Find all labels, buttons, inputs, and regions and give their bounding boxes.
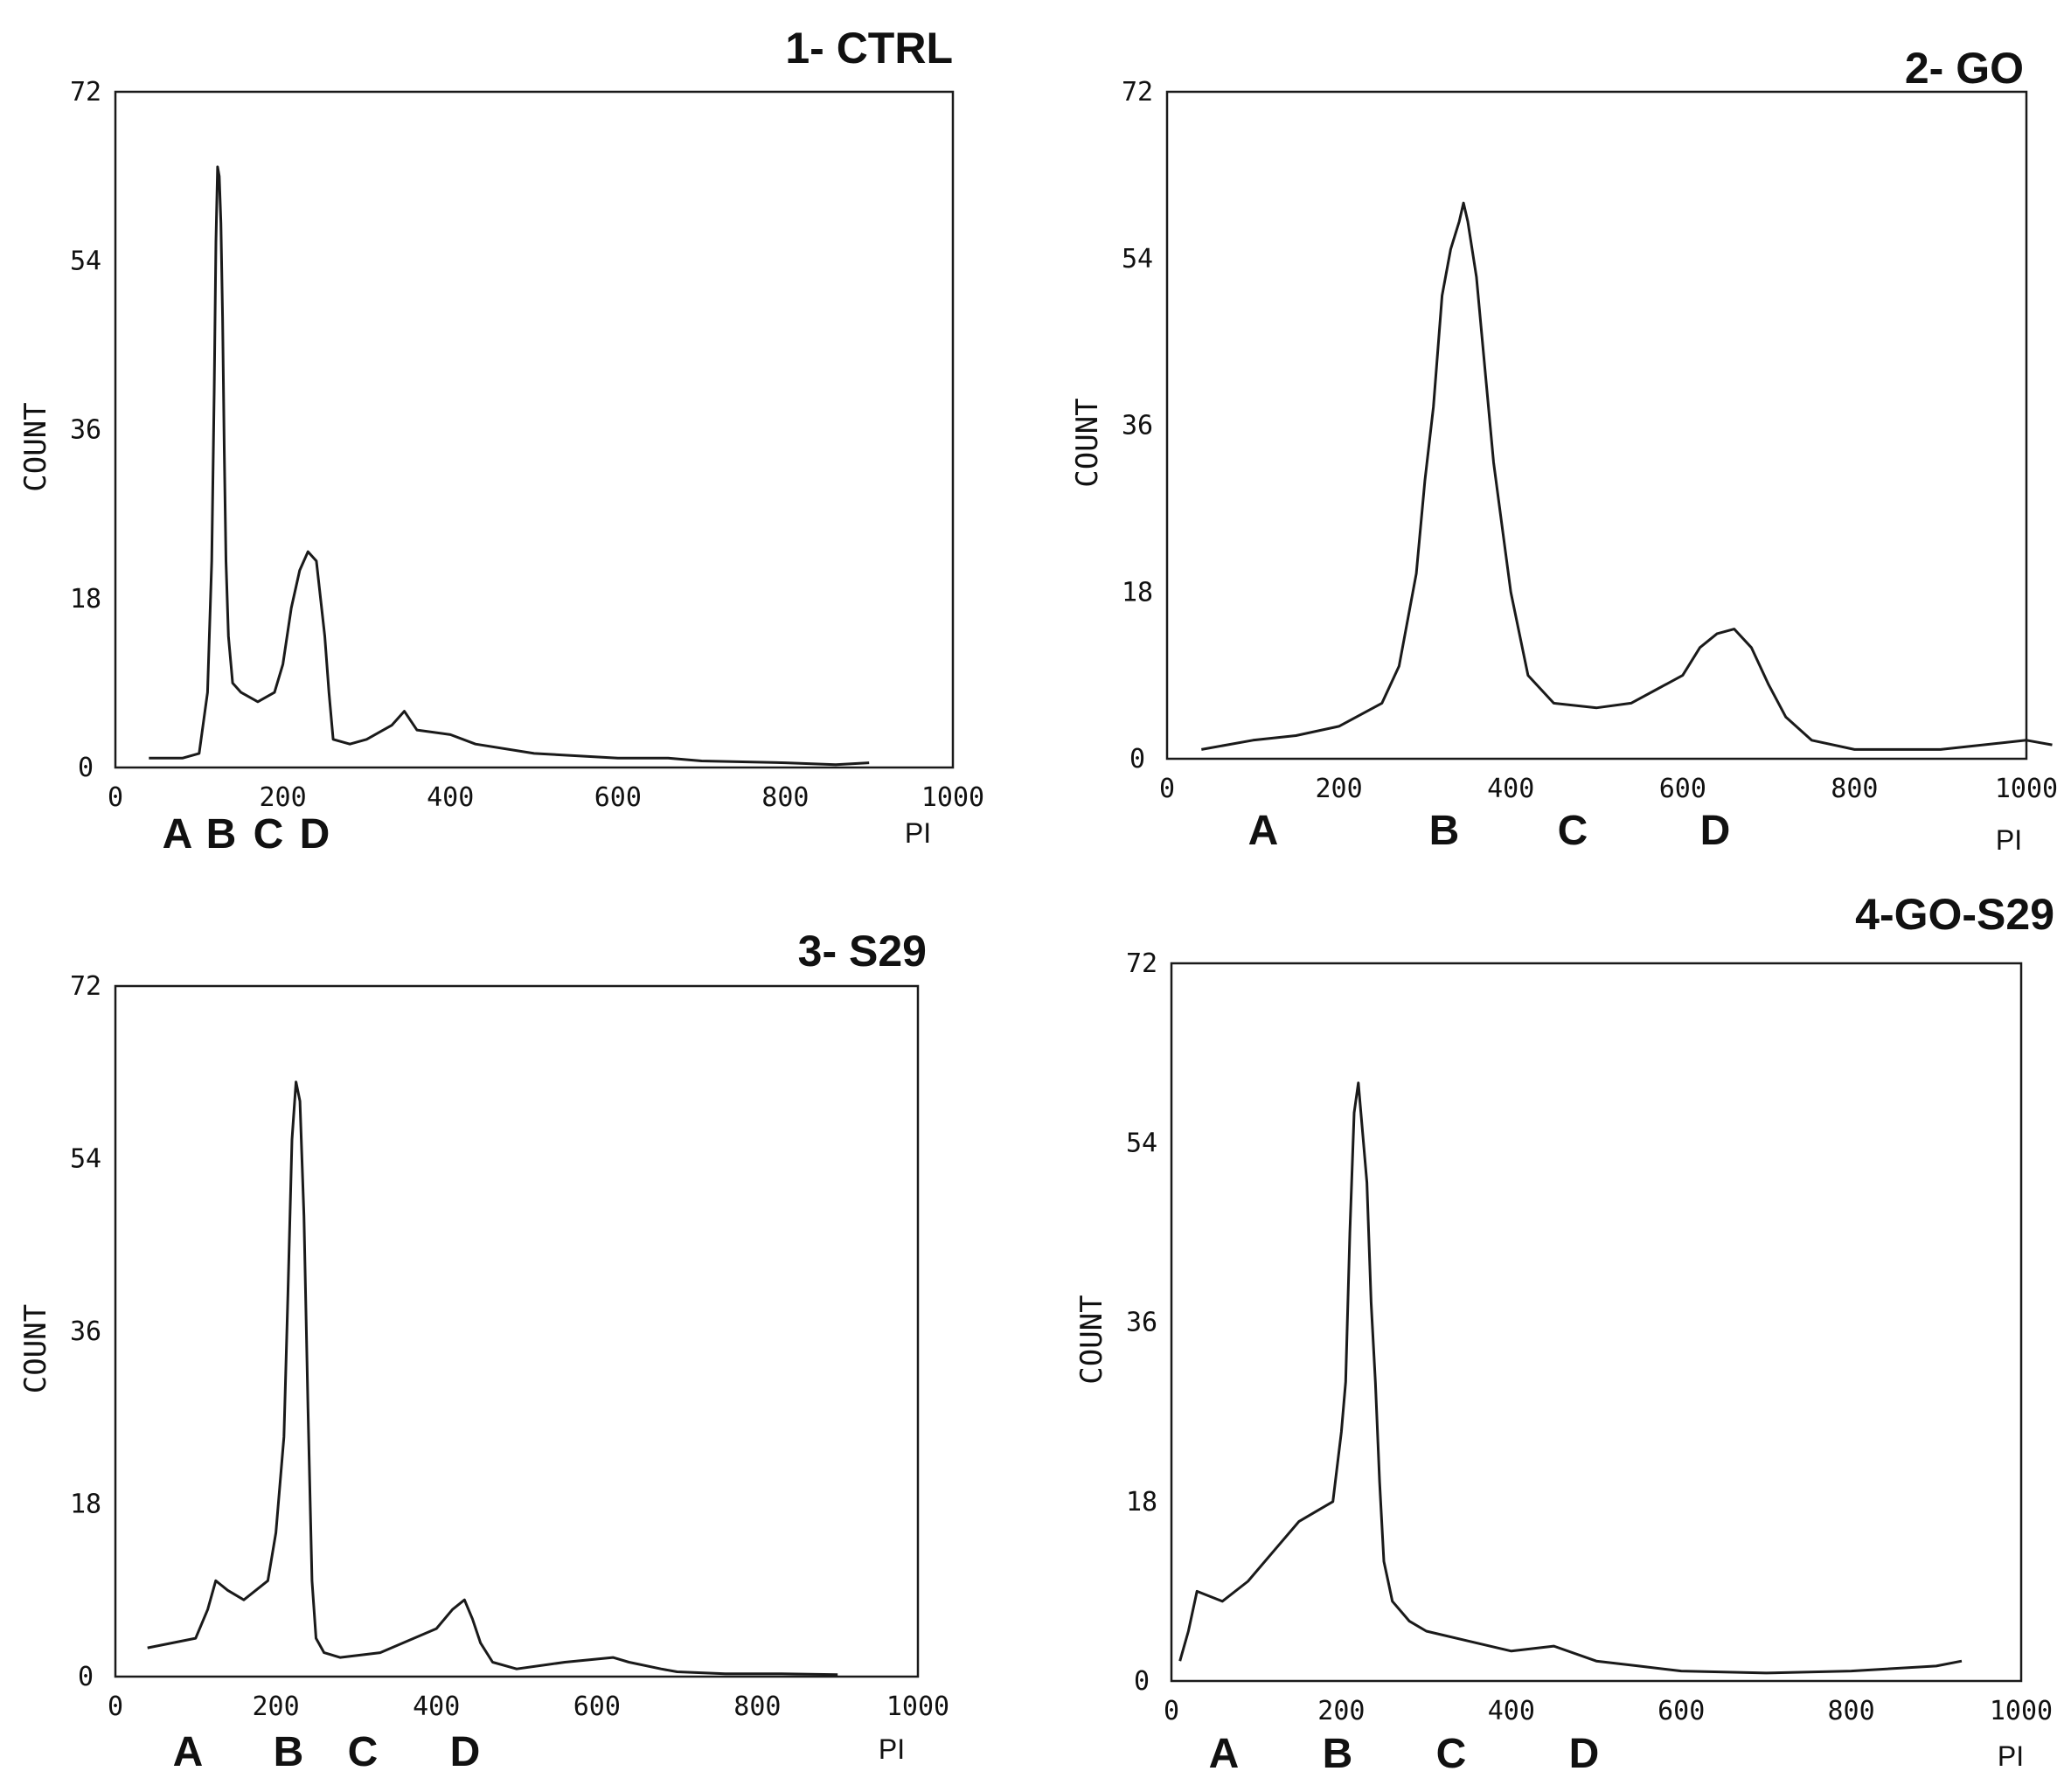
x-axis-label: PI (1998, 1740, 2024, 1772)
y-tick-label: 54 (1126, 1128, 1157, 1158)
x-tick-label: 1000 (1990, 1696, 2053, 1726)
x-tick-label: 200 (253, 1691, 300, 1722)
region-label-c: C (348, 1729, 379, 1775)
x-tick-label: 800 (733, 1691, 781, 1722)
region-label-c: C (1436, 1731, 1467, 1777)
y-tick-label: 72 (1126, 948, 1157, 979)
y-tick-label: 0 (1134, 1666, 1150, 1697)
histogram-trace (1178, 1081, 1963, 1675)
x-tick-label: 400 (1487, 774, 1534, 804)
panel-title: 1- CTRL (785, 24, 953, 73)
region-label-d: D (300, 811, 330, 858)
x-axis-label: PI (879, 1733, 905, 1765)
region-label-c: C (1558, 808, 1588, 854)
y-tick-label: 72 (70, 971, 101, 1002)
y-tick-label: 0 (78, 1662, 94, 1692)
region-label-a: A (173, 1729, 204, 1775)
x-tick-label: 1000 (1995, 774, 2058, 804)
y-axis-label: COUNT (1070, 398, 1105, 487)
region-label-b: B (274, 1729, 304, 1775)
region-label-c: C (254, 811, 284, 858)
region-label-b: B (206, 811, 237, 858)
histogram-panel-4: 4-GO-S29 0 18 36 54 72 0 200 400 600 800 1000 COUNT P… (1074, 890, 2054, 1777)
y-tick-label: 54 (1122, 244, 1153, 274)
plot-frame (1165, 90, 2028, 761)
histogram-trace (1201, 201, 2053, 751)
y-tick-label: 54 (70, 1144, 101, 1175)
histogram-panel-3: 3- S29 0 18 36 54 72 0 200 400 600 800 1000 COUNT PI A… (18, 927, 949, 1775)
x-tick-label: 600 (573, 1691, 621, 1722)
y-tick-label: 0 (1129, 744, 1145, 774)
x-tick-label: 800 (761, 782, 809, 813)
histogram-trace (149, 165, 870, 767)
region-label-a: A (163, 811, 193, 858)
x-tick-label: 400 (427, 782, 474, 813)
y-tick-label: 36 (70, 415, 101, 446)
region-label-a: A (1248, 808, 1279, 854)
x-tick-label: 400 (413, 1691, 460, 1722)
x-tick-label: 200 (1317, 1696, 1365, 1726)
x-tick-label: 1000 (886, 1691, 949, 1722)
panel-title: 4-GO-S29 (1855, 890, 2054, 939)
region-label-b: B (1429, 808, 1460, 854)
x-axis-label: PI (1996, 824, 2022, 856)
y-tick-label: 72 (1122, 77, 1153, 108)
histogram-panel-1: 1- CTRL 0 18 36 54 72 0 200 400 600 800 1000 COUNT PI… (18, 24, 984, 858)
x-tick-label: 200 (260, 782, 307, 813)
y-tick-label: 36 (1122, 411, 1153, 441)
x-tick-label: 600 (594, 782, 642, 813)
histogram-panel-2: 2- GO 0 18 36 54 72 0 200 400 600 800 1000 COUNT PI A B… (1070, 44, 2058, 856)
y-tick-label: 18 (70, 1490, 101, 1520)
y-tick-label: 18 (70, 584, 101, 615)
x-tick-label: 600 (1659, 774, 1706, 804)
y-tick-label: 18 (1126, 1487, 1157, 1518)
x-tick-label: 800 (1828, 1696, 1875, 1726)
plot-frame (114, 90, 955, 769)
x-tick-label: 200 (1316, 774, 1363, 804)
y-axis-label: COUNT (18, 1304, 53, 1393)
x-tick-label: 1000 (921, 782, 984, 813)
x-tick-label: 400 (1488, 1696, 1535, 1726)
region-label-d: D (450, 1729, 481, 1775)
y-tick-label: 54 (70, 246, 101, 276)
panel-title: 3- S29 (798, 927, 927, 976)
y-axis-label: COUNT (18, 402, 53, 491)
x-tick-label: 800 (1831, 774, 1878, 804)
y-axis-label: COUNT (1074, 1295, 1109, 1384)
y-tick-label: 36 (70, 1316, 101, 1347)
x-tick-label: 0 (108, 782, 123, 813)
x-tick-label: 0 (1164, 1696, 1179, 1726)
x-tick-label: 0 (108, 1691, 123, 1722)
region-label-d: D (1700, 808, 1731, 854)
panel-title: 2- GO (1905, 44, 2024, 93)
plot-frame (114, 984, 920, 1678)
region-label-a: A (1209, 1731, 1240, 1777)
y-tick-label: 72 (70, 77, 101, 108)
y-tick-label: 18 (1122, 577, 1153, 608)
x-axis-label: PI (905, 817, 931, 849)
region-label-b: B (1323, 1731, 1353, 1777)
region-label-d: D (1569, 1731, 1600, 1777)
x-tick-label: 0 (1159, 774, 1175, 804)
plot-frame (1170, 962, 2023, 1683)
x-tick-label: 600 (1657, 1696, 1705, 1726)
histogram-trace (147, 1080, 838, 1677)
y-tick-label: 36 (1126, 1308, 1157, 1338)
y-tick-label: 0 (78, 753, 94, 783)
